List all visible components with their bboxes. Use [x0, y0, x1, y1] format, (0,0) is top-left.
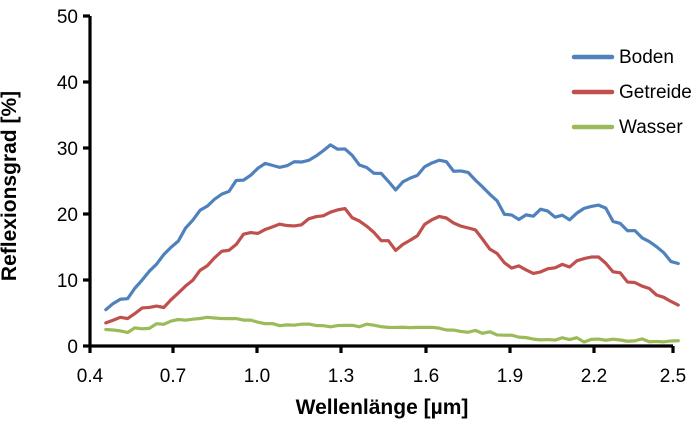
svg-text:1.0: 1.0 — [244, 366, 270, 387]
svg-text:Wasser: Wasser — [619, 117, 683, 138]
svg-text:50: 50 — [57, 7, 78, 28]
svg-text:40: 40 — [57, 73, 78, 94]
svg-text:1.3: 1.3 — [328, 366, 354, 387]
svg-text:1.9: 1.9 — [497, 366, 523, 387]
svg-text:30: 30 — [57, 139, 78, 160]
svg-text:1.6: 1.6 — [413, 366, 439, 387]
svg-text:0.4: 0.4 — [77, 366, 104, 387]
svg-text:Getreide: Getreide — [619, 82, 692, 103]
svg-text:Reflexionsgrad [%]: Reflexionsgrad [%] — [0, 91, 21, 281]
svg-text:Wellenlänge [µm]: Wellenlänge [µm] — [296, 396, 469, 419]
svg-text:2.2: 2.2 — [581, 366, 607, 387]
svg-text:20: 20 — [57, 205, 78, 226]
svg-text:0: 0 — [67, 337, 78, 358]
svg-text:Boden: Boden — [619, 47, 674, 68]
svg-text:2.5: 2.5 — [660, 366, 686, 387]
svg-text:0.7: 0.7 — [160, 366, 186, 387]
svg-text:10: 10 — [57, 271, 78, 292]
